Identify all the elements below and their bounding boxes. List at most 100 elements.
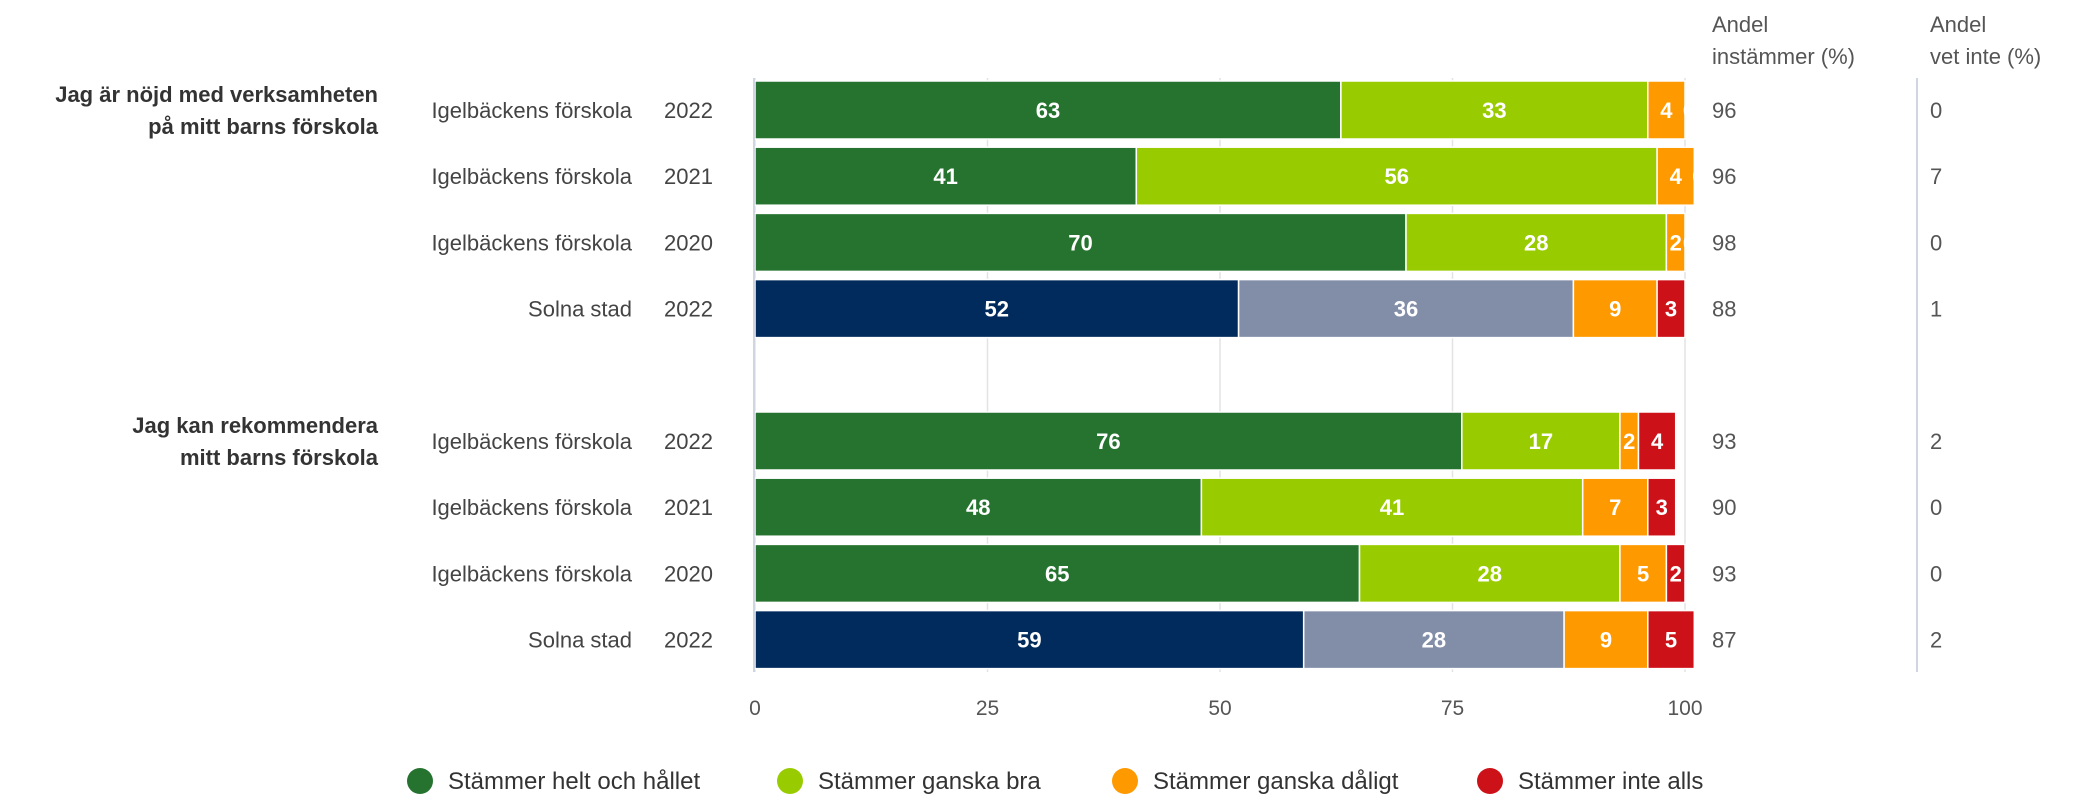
bar-segment — [1656, 146, 1696, 206]
data-label: 70 — [1068, 230, 1092, 255]
data-label: 5 — [1665, 628, 1677, 653]
instammer-value: 93 — [1712, 561, 1736, 586]
data-label: 0 — [1692, 164, 1704, 189]
legend-label: Stämmer inte alls — [1518, 768, 1703, 795]
data-label: 33 — [1482, 98, 1506, 123]
data-label: 65 — [1045, 561, 1069, 586]
data-label: 4 — [1651, 429, 1664, 454]
data-label: 56 — [1384, 164, 1408, 189]
year-label: 2020 — [664, 230, 713, 255]
legend-marker — [407, 768, 433, 794]
data-label: 76 — [1096, 429, 1120, 454]
bar-segment — [754, 146, 1138, 206]
legend-label: Stämmer ganska bra — [818, 768, 1041, 795]
legend: Stämmer helt och hållet Stämmer ganska br… — [407, 768, 1703, 795]
year-label: 2022 — [664, 98, 713, 123]
data-label: 9 — [1609, 297, 1621, 322]
bar-segment — [1647, 609, 1696, 670]
unit-label: Igelbäckens förskola — [431, 495, 632, 520]
data-label: 4 — [1660, 98, 1673, 123]
bar-segment — [1461, 411, 1621, 471]
bar-segment — [1647, 477, 1677, 537]
unit-label: Solna stad — [528, 628, 632, 653]
question-label: på mitt barns förskola — [148, 114, 379, 139]
data-label: 28 — [1422, 628, 1446, 653]
data-label: 28 — [1477, 561, 1501, 586]
data-label: 48 — [966, 495, 990, 520]
bar-segment — [1572, 278, 1658, 339]
data-label: 52 — [985, 297, 1009, 322]
question-label: Jag är nöjd med verksamheten — [55, 82, 378, 107]
column-header-line2: instämmer (%) — [1712, 44, 1855, 69]
data-label: 28 — [1524, 230, 1548, 255]
legend-marker — [1112, 768, 1138, 794]
bar-segment — [1656, 278, 1686, 339]
data-label: 17 — [1529, 429, 1553, 454]
question-label: Jag kan rekommendera — [132, 413, 379, 438]
bar-segment — [1581, 477, 1649, 537]
column-header-line2: vet inte (%) — [1930, 44, 2041, 69]
bar-segment — [1637, 411, 1677, 471]
unit-label: Igelbäckens förskola — [431, 230, 632, 255]
x-tick-label: 0 — [749, 697, 761, 720]
instammer-value: 96 — [1712, 98, 1736, 123]
data-label: 0 — [1683, 230, 1695, 255]
bars — [754, 80, 1696, 670]
vet-inte-value: 1 — [1930, 297, 1942, 322]
year-label: 2021 — [664, 495, 713, 520]
year-label: 2022 — [664, 429, 713, 454]
bar-segment — [754, 543, 1361, 604]
legend-marker — [1477, 768, 1503, 794]
x-tick-label: 50 — [1208, 697, 1231, 720]
year-label: 2020 — [664, 561, 713, 586]
unit-label: Igelbäckens förskola — [431, 98, 632, 123]
bar-segment — [754, 212, 1407, 273]
year-label: 2022 — [664, 297, 713, 322]
bar-segment — [1563, 609, 1649, 670]
instammer-value: 98 — [1712, 230, 1736, 255]
column-header-line1: Andel — [1930, 12, 1986, 37]
data-label: 0 — [1683, 98, 1695, 123]
column-header-line1: Andel — [1712, 12, 1768, 37]
x-tick-label: 100 — [1667, 697, 1702, 720]
bar-segment — [754, 278, 1240, 339]
data-label: 59 — [1017, 628, 1041, 653]
labels: Jag är nöjd med verksamheten på mitt barn… — [55, 82, 1704, 653]
bar-segment — [1358, 543, 1621, 604]
bar-segment — [1302, 609, 1565, 670]
x-tick-label: 75 — [1441, 697, 1464, 720]
data-label: 2 — [1670, 561, 1682, 586]
unit-label: Solna stad — [528, 297, 632, 322]
data-label: 36 — [1394, 297, 1418, 322]
data-label: 5 — [1637, 561, 1649, 586]
legend-label: Stämmer helt och hållet — [448, 768, 700, 795]
vet-inte-value: 0 — [1930, 495, 1942, 520]
data-label: 2 — [1623, 429, 1635, 454]
vet-inte-value: 2 — [1930, 628, 1942, 653]
legend-label: Stämmer ganska dåligt — [1153, 768, 1399, 795]
vet-inte-value: 0 — [1930, 561, 1942, 586]
data-label: 3 — [1665, 297, 1677, 322]
data-label: 3 — [1656, 495, 1668, 520]
data-label: 41 — [1380, 495, 1404, 520]
bar-segment — [754, 411, 1463, 471]
unit-label: Igelbäckens förskola — [431, 429, 632, 454]
bar-segment — [1619, 543, 1668, 604]
bar-segment — [754, 477, 1203, 537]
vet-inte-value: 0 — [1930, 230, 1942, 255]
bar-segment — [1200, 477, 1584, 537]
extra-columns: Andel instämmer (%) Andel vet inte (%) 96 0 96… — [1712, 12, 2041, 672]
unit-label: Igelbäckens förskola — [431, 164, 632, 189]
bar-segment — [1340, 80, 1649, 140]
data-label: 41 — [933, 164, 957, 189]
legend-marker — [777, 768, 803, 794]
instammer-value: 88 — [1712, 297, 1736, 322]
unit-label: Igelbäckens förskola — [431, 561, 632, 586]
question-label: mitt barns förskola — [180, 445, 379, 470]
data-label: 2 — [1670, 230, 1682, 255]
data-label: 4 — [1670, 164, 1683, 189]
instammer-value: 90 — [1712, 495, 1736, 520]
x-tick-label: 25 — [976, 697, 999, 720]
vet-inte-value: 2 — [1930, 429, 1942, 454]
